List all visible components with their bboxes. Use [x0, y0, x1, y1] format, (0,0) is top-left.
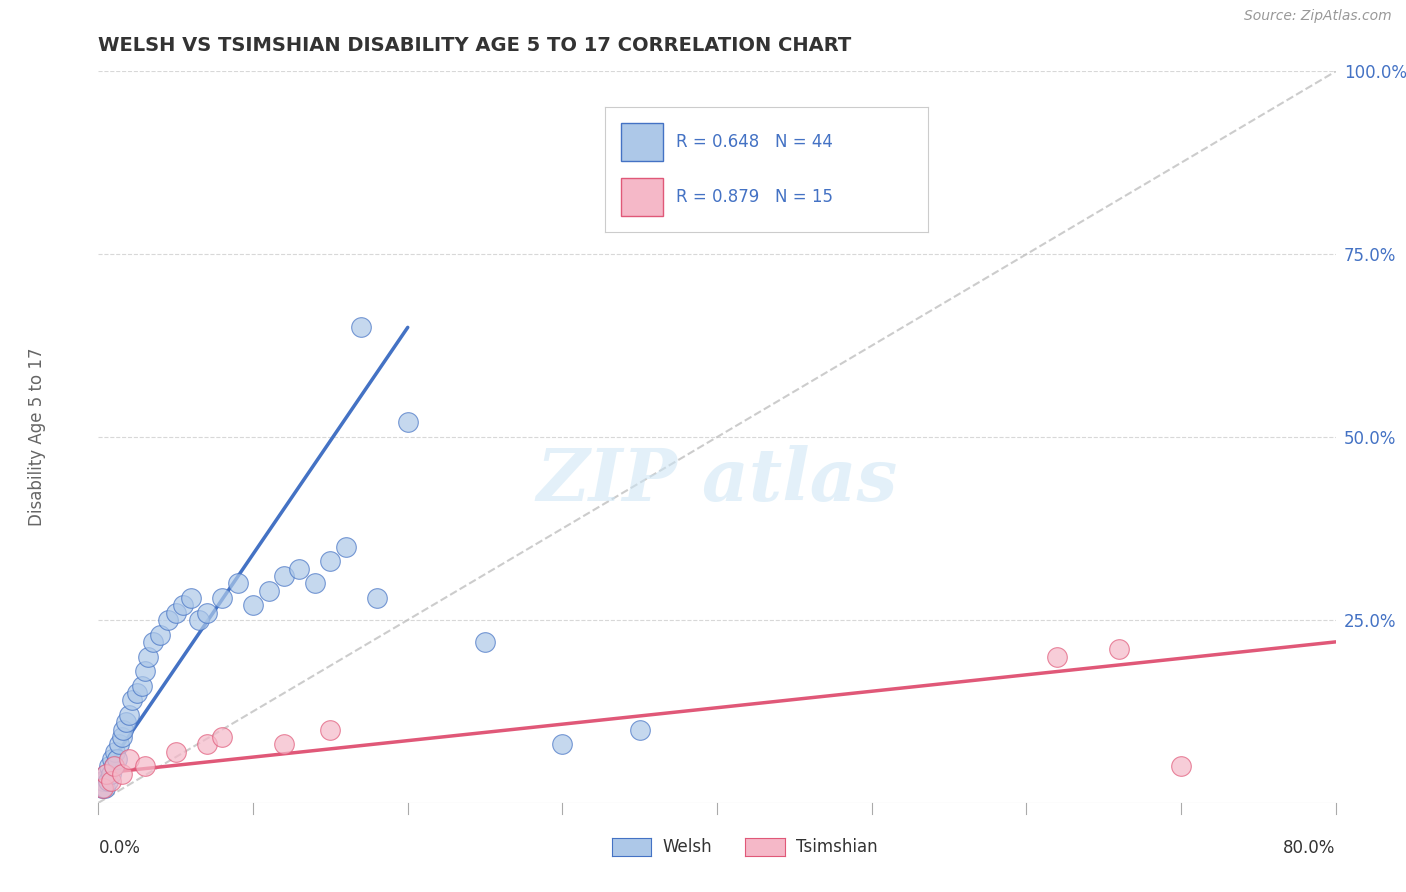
Point [173, 599, 195, 613]
Text: R = 0.879   N = 15: R = 0.879 N = 15 [676, 188, 832, 206]
Point [97, 773, 120, 788]
Point [628, 723, 651, 737]
Point [98, 759, 121, 773]
FancyBboxPatch shape [621, 123, 662, 161]
Point [136, 649, 159, 664]
Point [111, 766, 134, 780]
Point [396, 416, 419, 430]
Point [96, 766, 118, 780]
Text: 0.0%: 0.0% [98, 839, 141, 857]
Point [131, 679, 153, 693]
Point [91, 773, 114, 788]
Point [319, 723, 342, 737]
Point [111, 730, 134, 744]
Point [366, 591, 388, 605]
Point [288, 562, 311, 576]
Text: ZIP atlas: ZIP atlas [537, 445, 897, 516]
Text: Disability Age 5 to 17: Disability Age 5 to 17 [28, 348, 45, 526]
Point [188, 613, 211, 627]
Point [127, 686, 149, 700]
Point [273, 569, 295, 583]
Point [103, 759, 125, 773]
Point [474, 635, 496, 649]
Point [319, 554, 342, 568]
Point [112, 723, 135, 737]
Point [142, 635, 165, 649]
Point [1046, 649, 1069, 664]
Point [101, 752, 124, 766]
Point [350, 320, 373, 334]
Point [273, 737, 295, 751]
Point [118, 708, 141, 723]
Point [157, 613, 180, 627]
Point [195, 606, 218, 620]
Point [100, 773, 122, 788]
Point [165, 606, 187, 620]
Point [90, 781, 112, 796]
Point [134, 664, 156, 678]
Point [134, 759, 156, 773]
Point [242, 599, 264, 613]
Point [118, 752, 141, 766]
Point [226, 576, 249, 591]
Point [149, 627, 172, 641]
Point [121, 693, 143, 707]
Point [105, 752, 128, 766]
Point [93, 781, 115, 796]
Point [107, 737, 129, 751]
Point [100, 766, 122, 780]
Text: 80.0%: 80.0% [1284, 839, 1336, 857]
Text: Welsh: Welsh [662, 838, 711, 856]
Text: WELSH VS TSIMSHIAN DISABILITY AGE 5 TO 17 CORRELATION CHART: WELSH VS TSIMSHIAN DISABILITY AGE 5 TO 1… [98, 36, 852, 54]
Point [335, 540, 357, 554]
Point [115, 715, 138, 730]
Point [104, 745, 127, 759]
Point [165, 745, 187, 759]
FancyBboxPatch shape [621, 178, 662, 216]
Text: Source: ZipAtlas.com: Source: ZipAtlas.com [1244, 9, 1392, 23]
Text: R = 0.648   N = 44: R = 0.648 N = 44 [676, 133, 832, 151]
Point [1108, 642, 1130, 657]
Point [96, 766, 118, 780]
Point [551, 737, 574, 751]
Point [304, 576, 326, 591]
Point [211, 730, 233, 744]
Point [1170, 759, 1192, 773]
Point [180, 591, 202, 605]
Point [103, 759, 125, 773]
Point [257, 583, 280, 598]
Text: Tsimshian: Tsimshian [796, 838, 877, 856]
Point [195, 737, 218, 751]
Point [211, 591, 233, 605]
Point [91, 781, 114, 796]
